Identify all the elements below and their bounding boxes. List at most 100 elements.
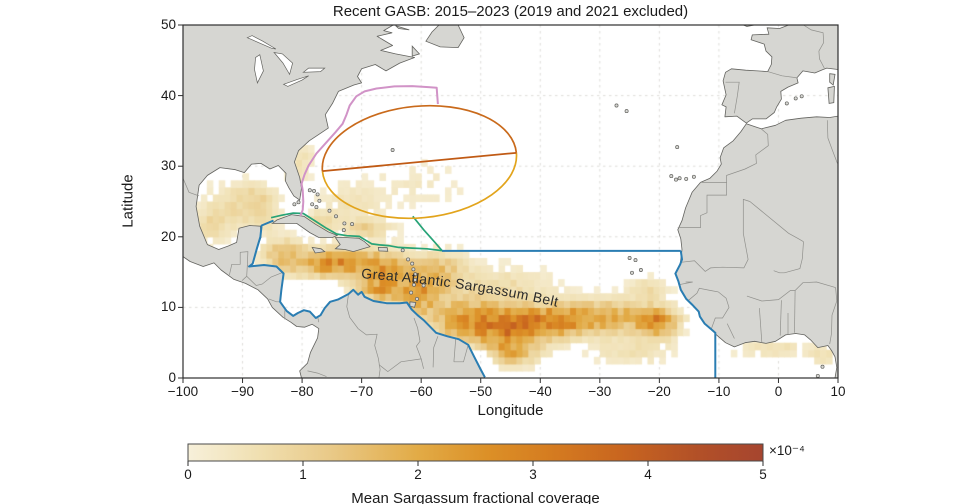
island-dot [684,176,689,181]
colorbar [187,443,764,462]
border-line [688,287,730,330]
island-dot [784,101,789,106]
island-anticosti [395,25,410,31]
colorbar-tick-label: 4 [644,467,652,482]
border-line [773,241,804,274]
x-tick-label: −20 [647,384,671,399]
small-islands [271,25,836,378]
island-dot [675,145,680,150]
island-dot [413,272,418,277]
region-boundary-overlays [248,85,717,378]
border-line [746,290,796,302]
axis-tick-marks [178,24,839,383]
border-line [241,265,248,281]
gasb-caribbean-boundary [248,219,486,378]
island-dot [674,177,678,182]
island-dot [624,109,629,114]
y-tick-label: 0 [168,370,176,385]
island-trinidad [409,301,417,308]
island-dot [815,373,820,378]
border-line [346,293,381,378]
x-tick-label: −30 [588,384,612,399]
colorbar-tick-label: 5 [759,467,767,482]
island-dot [350,222,355,227]
island-dot [342,221,347,226]
colorbar-tick-label: 3 [529,467,537,482]
green-connector-line [412,215,443,252]
island-jamaica [311,246,326,254]
island-puerto_rico [377,246,389,252]
ellipse-lower-arc [321,152,518,220]
island-dot [677,176,682,181]
lake [282,75,309,87]
border-line [677,182,727,228]
island-hispaniola [334,237,371,253]
island-cape_breton [411,45,421,57]
border-line [681,198,751,272]
island-dot [630,270,634,275]
island-dot [296,200,301,205]
colorbar-tick-label: 2 [414,467,422,482]
island-dot [292,202,297,207]
y-tick-label: 50 [160,17,176,32]
border-line [803,25,825,69]
ellipse-upper-arc [321,104,518,172]
border-line [794,281,836,291]
border-line [413,317,424,369]
island-dot [334,214,338,219]
island-dot [410,261,415,266]
border-line [779,300,782,336]
colorbar-tick-marks [187,461,764,466]
border-line [453,339,457,362]
island-dot [793,96,798,101]
island-dot [638,268,643,272]
island-dot [307,188,312,193]
lake [302,67,326,73]
island-dot [406,257,411,262]
border-line [726,323,735,339]
island-dot [390,148,395,152]
border-line [759,308,763,343]
island-dot [312,188,316,193]
x-tick-label: −70 [350,384,374,399]
figure-title: Recent GASB: 2015–2023 (2019 and 2021 ex… [332,3,689,20]
island-dot [327,208,332,213]
y-tick-label: 20 [160,228,176,244]
border-line [794,290,796,333]
land-masses [183,25,838,378]
ellipse-chord [322,151,517,173]
island-dot [341,228,346,233]
border-line [726,128,769,183]
island-dot [415,296,419,301]
island-dot [315,192,320,197]
island-dot [314,205,319,210]
border-line [307,370,327,377]
island-dot [669,174,674,179]
x-tick-label: −90 [231,384,254,399]
island-dot [310,202,315,207]
lake [246,35,277,50]
x-tick-label: 0 [774,384,783,399]
x-tick-label: −100 [167,384,199,399]
border-line [829,287,838,345]
border-line [432,336,439,368]
island-corsica [829,73,836,86]
x-tick-label: −60 [409,384,433,399]
green-antilles-line [270,212,443,252]
island-dot [413,277,418,282]
island-dot [614,103,619,108]
island-dot [409,290,414,295]
colorbar-tick-label: 0 [184,467,192,482]
island-dot [820,364,825,369]
island-dot [627,256,632,260]
island-dot [411,267,416,272]
border-line [453,344,469,363]
pink-shelf-line [299,85,439,217]
sargasso-sea-ellipse [321,104,518,220]
border-line [268,298,281,303]
lake [273,51,293,76]
x-tick-label: −40 [528,384,552,399]
island-dot [400,248,405,253]
island-dot [691,174,696,179]
